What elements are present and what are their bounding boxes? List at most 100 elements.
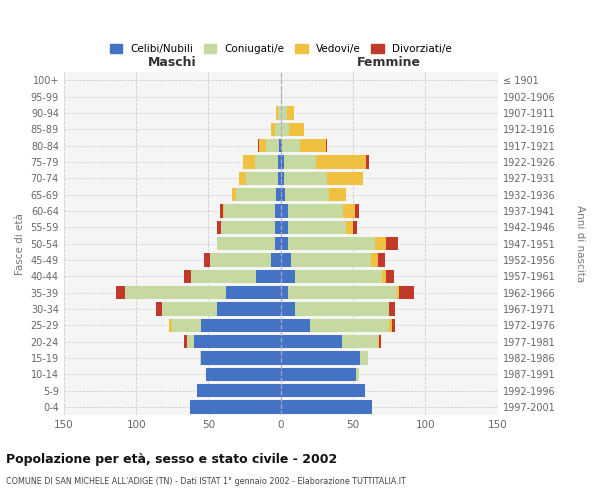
Bar bbox=[281, 352, 361, 364]
Bar bbox=[397, 286, 400, 300]
Bar bbox=[116, 286, 125, 300]
Text: Popolazione per età, sesso e stato civile - 2002: Popolazione per età, sesso e stato civil… bbox=[6, 452, 337, 466]
Bar bbox=[299, 139, 326, 152]
Bar bbox=[201, 318, 281, 332]
Bar bbox=[275, 220, 281, 234]
Bar bbox=[400, 286, 414, 300]
Bar bbox=[281, 335, 341, 348]
Bar bbox=[281, 302, 295, 316]
Bar bbox=[288, 204, 343, 218]
Bar bbox=[271, 254, 281, 266]
Bar bbox=[386, 237, 398, 250]
Text: Femmine: Femmine bbox=[358, 56, 421, 69]
Bar bbox=[371, 254, 378, 266]
Bar bbox=[281, 384, 365, 398]
Bar bbox=[281, 172, 284, 185]
Y-axis label: Anni di nascita: Anni di nascita bbox=[575, 205, 585, 282]
Bar bbox=[259, 139, 266, 152]
Bar bbox=[157, 302, 162, 316]
Bar bbox=[295, 270, 382, 283]
Bar bbox=[291, 254, 371, 266]
Bar bbox=[287, 106, 294, 120]
Bar bbox=[220, 204, 223, 218]
Bar bbox=[275, 122, 281, 136]
Bar bbox=[375, 237, 386, 250]
Bar bbox=[281, 237, 288, 250]
Bar bbox=[256, 270, 281, 283]
Bar bbox=[346, 220, 353, 234]
Bar bbox=[281, 106, 287, 120]
Bar bbox=[281, 318, 310, 332]
Bar bbox=[288, 220, 346, 234]
Bar bbox=[277, 188, 281, 202]
Legend: Celibi/Nubili, Coniugati/e, Vedovi/e, Divorziati/e: Celibi/Nubili, Coniugati/e, Vedovi/e, Di… bbox=[106, 40, 456, 58]
Bar bbox=[285, 188, 329, 202]
Bar bbox=[281, 139, 282, 152]
Bar bbox=[284, 156, 316, 168]
Bar bbox=[382, 270, 386, 283]
Bar bbox=[281, 254, 291, 266]
Bar bbox=[217, 302, 281, 316]
Bar bbox=[187, 335, 194, 348]
Bar bbox=[243, 156, 255, 168]
Bar bbox=[366, 156, 369, 168]
Bar bbox=[281, 368, 356, 381]
Bar bbox=[226, 286, 281, 300]
Bar bbox=[341, 335, 378, 348]
Bar bbox=[255, 156, 278, 168]
Bar bbox=[239, 172, 246, 185]
Bar bbox=[201, 352, 281, 364]
Bar bbox=[353, 220, 358, 234]
Bar bbox=[378, 335, 379, 348]
Bar bbox=[288, 286, 397, 300]
Bar bbox=[266, 139, 280, 152]
Bar bbox=[288, 237, 375, 250]
Bar bbox=[184, 270, 191, 283]
Bar bbox=[223, 204, 224, 218]
Text: COMUNE DI SAN MICHELE ALL'ADIGE (TN) - Dati ISTAT 1° gennaio 2002 - Elaborazione: COMUNE DI SAN MICHELE ALL'ADIGE (TN) - D… bbox=[6, 478, 406, 486]
Bar bbox=[271, 122, 275, 136]
Bar bbox=[281, 90, 282, 104]
Bar bbox=[281, 188, 285, 202]
Bar bbox=[217, 220, 221, 234]
Bar bbox=[392, 318, 395, 332]
Bar bbox=[281, 204, 288, 218]
Bar bbox=[281, 270, 295, 283]
Text: Maschi: Maschi bbox=[148, 56, 197, 69]
Bar bbox=[281, 400, 372, 413]
Bar bbox=[184, 335, 187, 348]
Bar bbox=[206, 368, 281, 381]
Bar bbox=[361, 352, 368, 364]
Bar bbox=[275, 237, 281, 250]
Bar bbox=[125, 286, 226, 300]
Bar bbox=[204, 254, 210, 266]
Bar bbox=[289, 122, 304, 136]
Bar bbox=[162, 302, 217, 316]
Bar bbox=[282, 139, 299, 152]
Bar bbox=[326, 139, 327, 152]
Bar bbox=[217, 237, 275, 250]
Bar bbox=[172, 318, 201, 332]
Bar bbox=[200, 352, 201, 364]
Bar bbox=[221, 220, 275, 234]
Bar bbox=[327, 172, 363, 185]
Bar bbox=[379, 335, 380, 348]
Bar bbox=[316, 156, 366, 168]
Bar bbox=[194, 335, 281, 348]
Bar bbox=[281, 122, 289, 136]
Bar bbox=[355, 204, 359, 218]
Bar bbox=[224, 204, 275, 218]
Bar bbox=[197, 384, 281, 398]
Bar bbox=[356, 368, 359, 381]
Bar bbox=[246, 172, 278, 185]
Bar bbox=[191, 270, 256, 283]
Bar bbox=[236, 188, 277, 202]
Bar bbox=[232, 188, 236, 202]
Y-axis label: Fasce di età: Fasce di età bbox=[15, 212, 25, 274]
Bar bbox=[275, 204, 281, 218]
Bar bbox=[310, 318, 389, 332]
Bar bbox=[281, 220, 288, 234]
Bar bbox=[389, 318, 392, 332]
Bar bbox=[278, 106, 281, 120]
Bar bbox=[284, 172, 327, 185]
